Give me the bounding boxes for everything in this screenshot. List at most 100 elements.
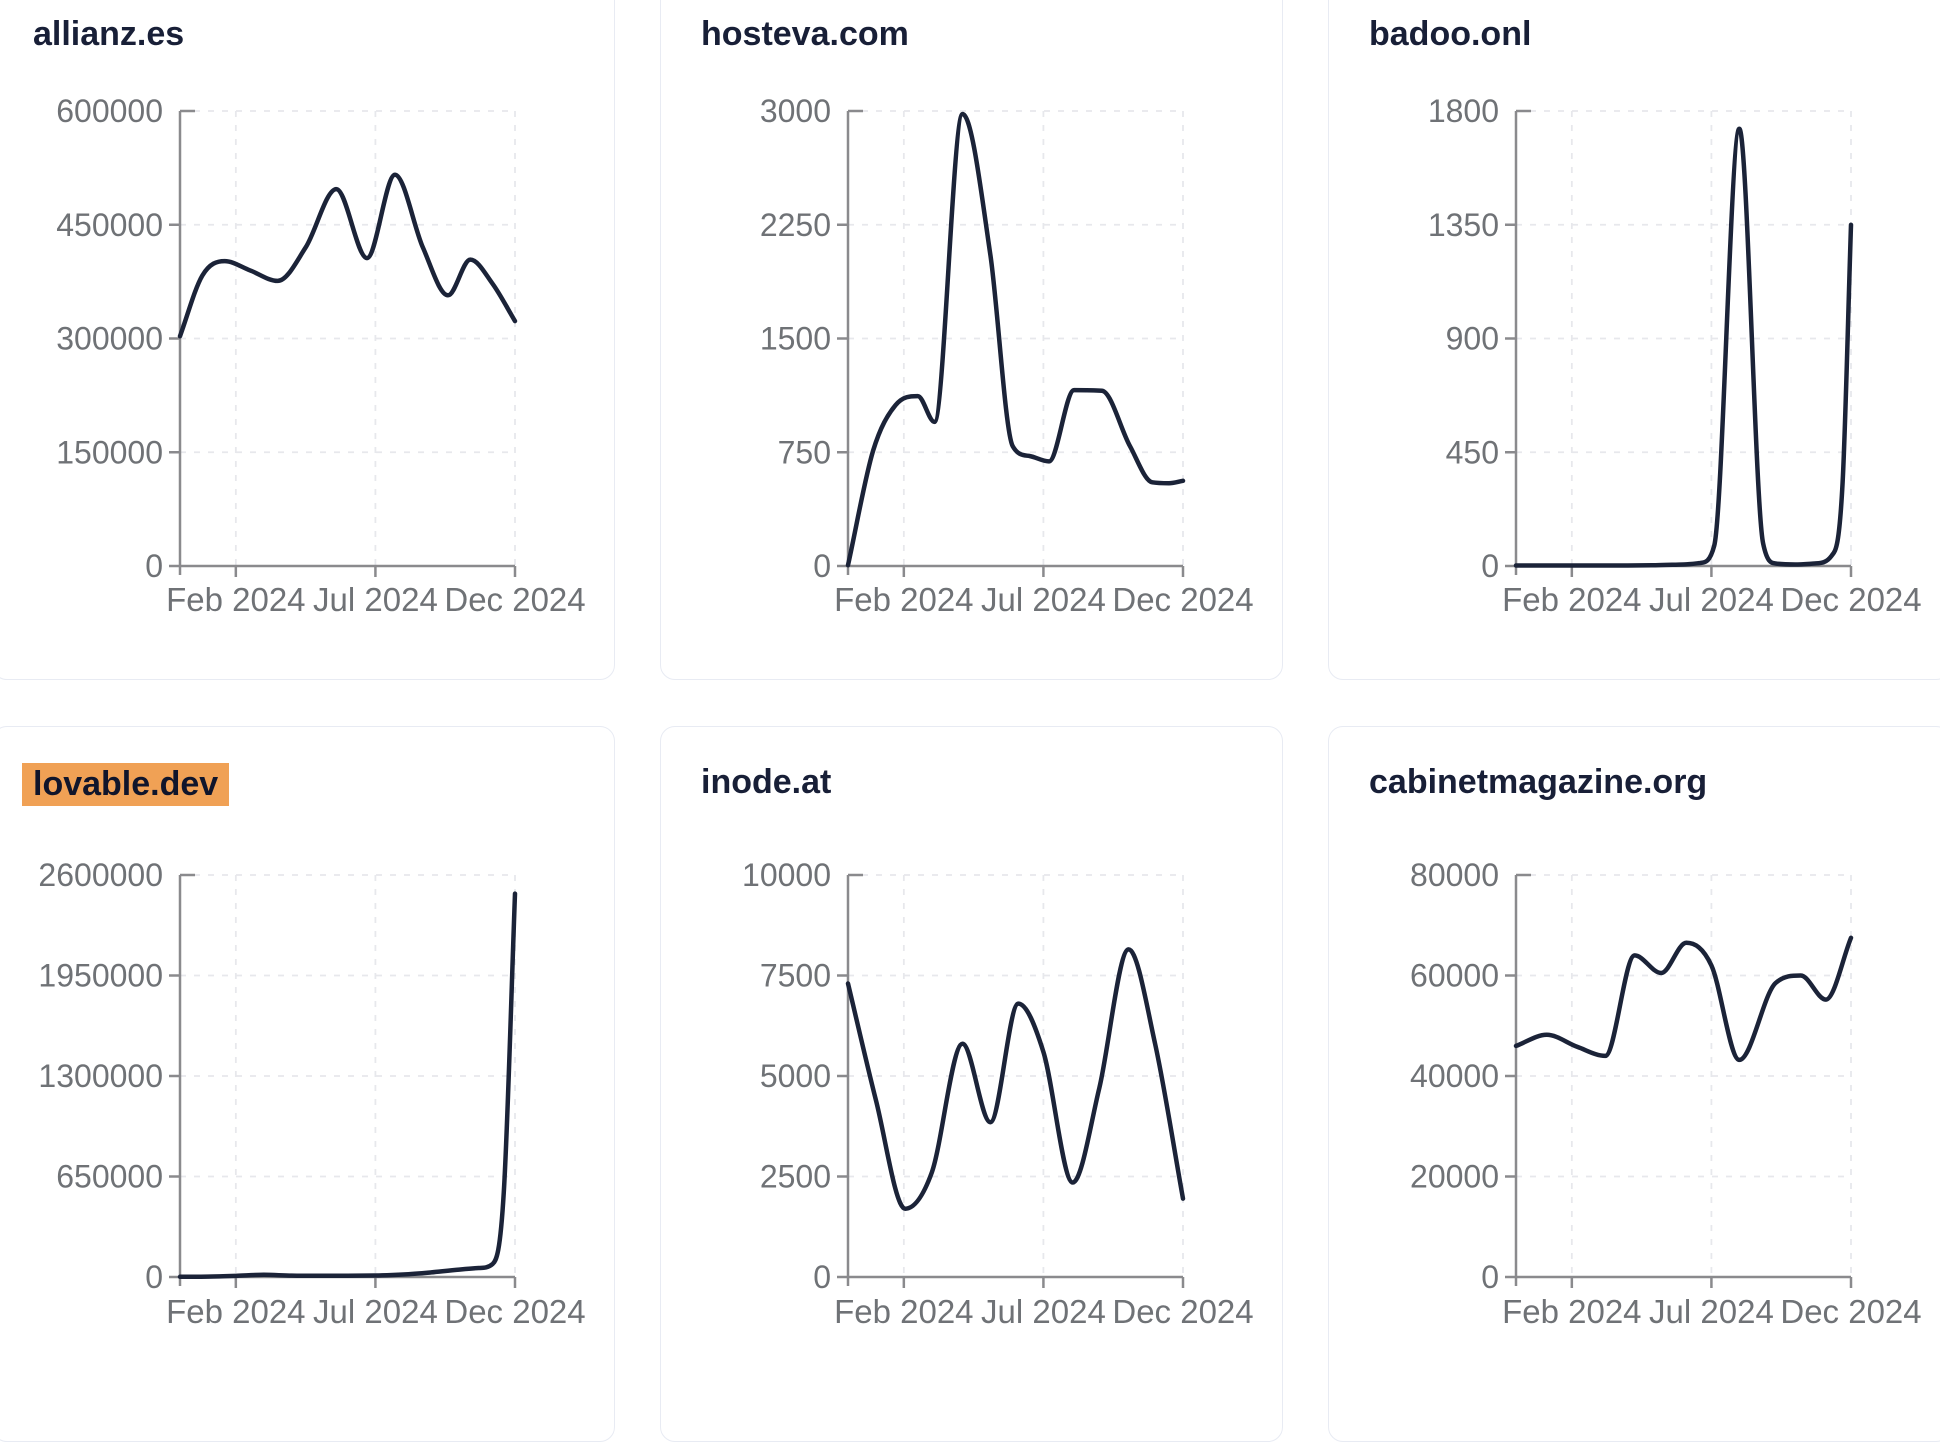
- y-tick-labels: 0 750 1500 2250 3000: [760, 93, 831, 584]
- domain-chart-card[interactable]: cabinetmagazine.org 0 20000 40000 60000 8000…: [1328, 726, 1940, 1442]
- traffic-series-line: [845, 111, 1186, 568]
- y-tick-label: 450: [1446, 434, 1499, 470]
- x-tick-label: Dec 2024: [444, 581, 585, 618]
- card-title: inode.at: [701, 763, 831, 802]
- gridlines: [1516, 874, 1852, 1277]
- y-tick-label: 450000: [56, 207, 163, 243]
- x-tick-labels: Feb 2024 Jul 2024 Dec 2024: [1502, 581, 1922, 618]
- traffic-line-chart: 0 450 900 1350 1800 Feb 2024 Jul 2024 Dec 2024: [1428, 93, 1922, 618]
- traffic-series-line: [845, 947, 1186, 1211]
- traffic-series-line: [177, 891, 518, 1280]
- gridlines: [848, 110, 1184, 566]
- y-tick-label: 80000: [1410, 857, 1499, 893]
- x-tick-label: Dec 2024: [1112, 581, 1253, 618]
- y-tick-label: 0: [145, 1259, 163, 1295]
- gridlines: [1516, 110, 1852, 566]
- card-title: cabinetmagazine.org: [1369, 763, 1707, 802]
- x-tick-label: Feb 2024: [834, 1293, 973, 1330]
- y-tick-label: 300000: [56, 321, 163, 357]
- y-tick-label: 1350: [1428, 207, 1499, 243]
- y-tick-labels: 0 450 900 1350 1800: [1428, 93, 1499, 584]
- y-tick-label: 7500: [760, 958, 831, 994]
- domain-title: hosteva.com: [701, 15, 909, 53]
- domain-chart-card[interactable]: hosteva.com 0 750 1500 2250 3000 Feb 2024 Jul …: [660, 0, 1283, 680]
- y-tick-label: 3000: [760, 93, 831, 129]
- y-tick-label: 0: [1481, 548, 1499, 584]
- axes: [837, 873, 1185, 1288]
- y-tick-labels: 0 20000 40000 60000 80000: [1410, 857, 1499, 1295]
- traffic-line-chart: 0 2500 5000 7500 10000 Feb 2024 Jul 2024 Dec 20…: [742, 857, 1254, 1330]
- gridlines: [848, 874, 1184, 1277]
- axes: [1505, 873, 1853, 1288]
- traffic-line-chart: 0 750 1500 2250 3000 Feb 2024 Jul 2024 Dec 2024: [760, 93, 1254, 618]
- domain-title: allianz.es: [33, 15, 185, 53]
- y-tick-label: 1500: [760, 321, 831, 357]
- traffic-line-chart: 0 650000 1300000 1950000 2600000 Feb 2024 Jul …: [38, 857, 586, 1330]
- x-tick-label: Feb 2024: [1502, 1293, 1641, 1330]
- y-tick-label: 650000: [56, 1159, 163, 1195]
- domain-title: cabinetmagazine.org: [1369, 763, 1708, 801]
- domain-chart-card[interactable]: allianz.es 0 150000 300000 450000 600000 Feb …: [0, 0, 615, 680]
- y-tick-labels: 0 150000 300000 450000 600000: [56, 93, 163, 584]
- gridlines: [180, 874, 516, 1277]
- x-tick-label: Dec 2024: [1112, 1293, 1253, 1330]
- y-tick-label: 900: [1446, 321, 1499, 357]
- traffic-series-line: [1513, 126, 1854, 568]
- y-tick-label: 1800: [1428, 93, 1499, 129]
- domain-chart-card[interactable]: lovable.dev 0 650000 1300000 1950000 2600000…: [0, 726, 615, 1442]
- y-tick-label: 60000: [1410, 958, 1499, 994]
- y-tick-label: 20000: [1410, 1159, 1499, 1195]
- card-title: badoo.onl: [1369, 15, 1531, 54]
- x-tick-label: Dec 2024: [1780, 1293, 1921, 1330]
- y-tick-label: 1300000: [38, 1058, 163, 1094]
- x-tick-labels: Feb 2024 Jul 2024 Dec 2024: [834, 1293, 1254, 1330]
- traffic-series-line: [177, 172, 518, 339]
- y-tick-label: 0: [145, 548, 163, 584]
- y-tick-label: 0: [813, 548, 831, 584]
- x-tick-label: Feb 2024: [834, 581, 973, 618]
- y-tick-label: 150000: [56, 434, 163, 470]
- domain-chart-card[interactable]: badoo.onl 0 450 900 1350 1800 Feb 2024 Jul 202…: [1328, 0, 1940, 680]
- domain-title: inode.at: [701, 763, 832, 801]
- x-tick-label: Jul 2024: [1649, 1293, 1774, 1330]
- card-title: lovable.dev: [22, 763, 230, 807]
- axes: [169, 873, 517, 1288]
- gridlines: [180, 110, 516, 566]
- x-tick-label: Jul 2024: [981, 1293, 1106, 1330]
- traffic-line-chart: 0 20000 40000 60000 80000 Feb 2024 Jul 2024 Dec…: [1410, 857, 1922, 1330]
- x-tick-labels: Feb 2024 Jul 2024 Dec 2024: [166, 581, 586, 618]
- x-tick-labels: Feb 2024 Jul 2024 Dec 2024: [166, 1293, 586, 1330]
- y-tick-label: 0: [813, 1259, 831, 1295]
- x-tick-label: Dec 2024: [444, 1293, 585, 1330]
- y-tick-label: 600000: [56, 93, 163, 129]
- y-tick-label: 2500: [760, 1159, 831, 1195]
- domain-title: badoo.onl: [1369, 15, 1532, 53]
- y-tick-label: 1950000: [38, 958, 163, 994]
- y-tick-labels: 0 650000 1300000 1950000 2600000: [38, 857, 163, 1295]
- traffic-line-chart: 0 150000 300000 450000 600000 Feb 2024 Jul 202…: [56, 93, 586, 618]
- x-tick-label: Feb 2024: [166, 581, 305, 618]
- x-tick-label: Jul 2024: [981, 581, 1106, 618]
- axes: [1505, 109, 1853, 577]
- x-tick-label: Jul 2024: [313, 1293, 438, 1330]
- y-tick-label: 40000: [1410, 1058, 1499, 1094]
- y-tick-label: 5000: [760, 1058, 831, 1094]
- domain-title: lovable.dev: [22, 763, 230, 807]
- x-tick-label: Dec 2024: [1780, 581, 1921, 618]
- y-tick-label: 750: [778, 434, 831, 470]
- axes: [837, 109, 1185, 577]
- card-title: allianz.es: [33, 15, 184, 54]
- axes: [169, 109, 517, 577]
- x-tick-labels: Feb 2024 Jul 2024 Dec 2024: [834, 581, 1254, 618]
- y-tick-label: 10000: [742, 857, 831, 893]
- y-tick-label: 2250: [760, 207, 831, 243]
- x-tick-label: Feb 2024: [1502, 581, 1641, 618]
- y-tick-label: 0: [1481, 1259, 1499, 1295]
- y-tick-label: 2600000: [38, 857, 163, 893]
- x-tick-labels: Feb 2024 Jul 2024 Dec 2024: [1502, 1293, 1922, 1330]
- x-tick-label: Jul 2024: [1649, 581, 1774, 618]
- traffic-series-line: [1513, 935, 1854, 1063]
- x-tick-label: Feb 2024: [166, 1293, 305, 1330]
- domain-chart-card[interactable]: inode.at 0 2500 5000 7500 10000 Feb 2024 Jul 2…: [660, 726, 1283, 1442]
